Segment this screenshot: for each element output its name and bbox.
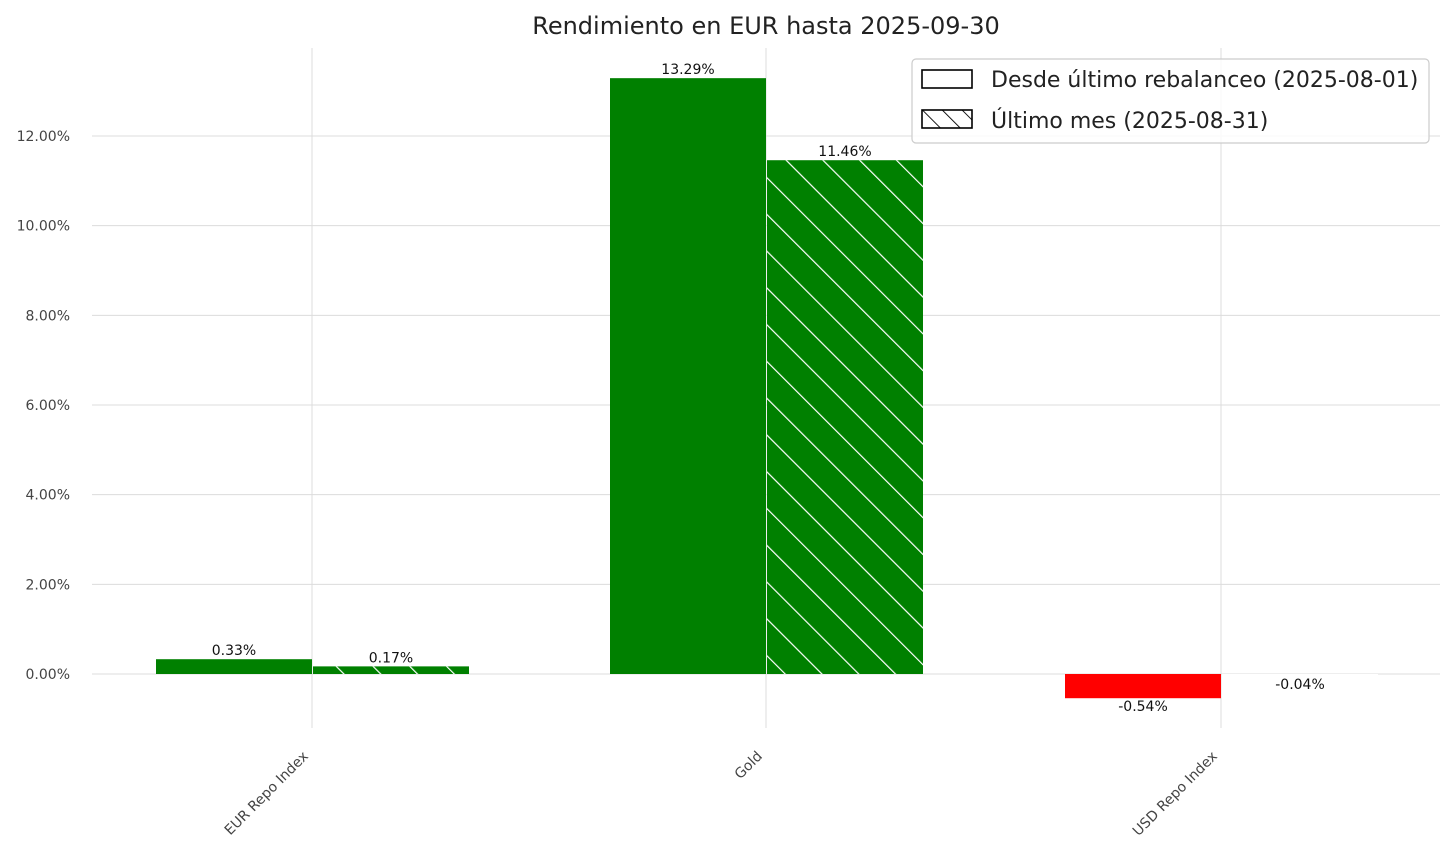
data-label: -0.54% (1118, 699, 1168, 715)
bar-1-2 (1065, 674, 1221, 699)
y-tick-label: 2.00% (26, 577, 70, 593)
y-tick-label: 4.00% (26, 488, 70, 504)
data-label: 13.29% (661, 62, 714, 78)
bar-1-1 (610, 78, 766, 675)
bar-1-0 (156, 659, 312, 674)
x-axis-ticks: EUR Repo Index Gold USD Repo Index (222, 749, 1221, 840)
y-axis-ticks: 0.00% 2.00% 4.00% 6.00% 8.00% 10.00% 12.00% (17, 129, 70, 683)
bar-fill (156, 659, 312, 674)
bar-fill (1222, 674, 1378, 676)
y-tick-label: 12.00% (17, 129, 70, 145)
bar-2-1 (767, 160, 923, 674)
data-label: 0.17% (369, 650, 413, 666)
legend-swatch-series-1 (921, 69, 973, 89)
y-tick-label: 10.00% (17, 219, 70, 235)
legend: Desde último rebalanceo (2025-08-01) Últ… (911, 58, 1430, 144)
x-tick-label: Gold (732, 749, 766, 783)
x-tick-label: USD Repo Index (1130, 749, 1221, 840)
bar-hatch (767, 160, 923, 674)
chart-title: Rendimiento en EUR hasta 2025-09-30 (532, 12, 1000, 40)
bar-fill (1065, 674, 1221, 699)
data-label: -0.04% (1275, 677, 1325, 693)
bar-2-2 (1222, 674, 1378, 676)
bars (156, 78, 1378, 699)
data-label: 11.46% (818, 144, 871, 160)
bar-fill (610, 78, 766, 675)
legend-frame (911, 58, 1430, 144)
bar-hatch (313, 666, 469, 674)
legend-label-series-1: Desde último rebalanceo (2025-08-01) (991, 68, 1418, 93)
y-tick-label: 6.00% (26, 398, 70, 414)
bar-2-0 (313, 666, 469, 674)
y-tick-label: 8.00% (26, 308, 70, 324)
y-tick-label: 0.00% (26, 667, 70, 683)
x-tick-label: EUR Repo Index (222, 749, 312, 839)
data-label: 0.33% (212, 643, 256, 659)
data-labels: 0.33% 13.29% -0.54% 0.17% 11.46% -0.04% (212, 62, 1325, 715)
legend-label-series-2: Último mes (2025-08-31) (991, 108, 1268, 134)
legend-swatch-series-2 (921, 109, 973, 129)
